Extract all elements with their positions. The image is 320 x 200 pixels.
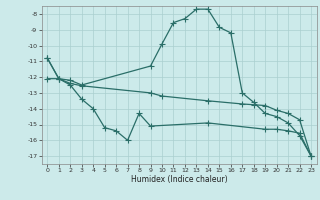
X-axis label: Humidex (Indice chaleur): Humidex (Indice chaleur) [131, 175, 228, 184]
